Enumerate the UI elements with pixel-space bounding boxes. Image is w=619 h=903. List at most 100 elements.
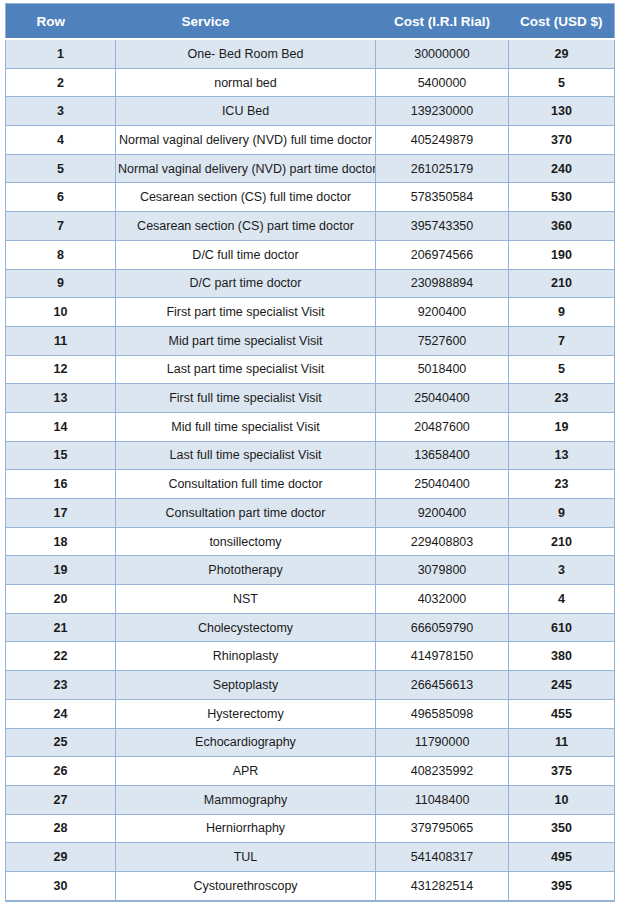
service-cell: Echocardiography bbox=[116, 728, 376, 757]
cost-usd-cell: 11 bbox=[509, 728, 615, 757]
cost-usd-cell: 10 bbox=[509, 785, 615, 814]
cost-rial-cell: 11048400 bbox=[376, 785, 509, 814]
services-cost-table: Row Service Cost (I.R.I Rial) Cost (USD … bbox=[5, 3, 615, 902]
table-row: 28Herniorrhaphy379795065350 bbox=[6, 814, 615, 843]
row-number-cell: 26 bbox=[6, 757, 116, 786]
table-row: 17Consultation part time doctor92004009 bbox=[6, 499, 615, 528]
row-number-cell: 23 bbox=[6, 671, 116, 700]
row-number-cell: 7 bbox=[6, 212, 116, 241]
row-number-cell: 29 bbox=[6, 843, 116, 872]
table-row: 24Hysterectomy496585098455 bbox=[6, 699, 615, 728]
table-row: 1One- Bed Room Bed3000000029 bbox=[6, 39, 615, 68]
cost-rial-cell: 666059790 bbox=[376, 613, 509, 642]
service-cell: tonsillectomy bbox=[116, 527, 376, 556]
cost-rial-cell: 9200400 bbox=[376, 298, 509, 327]
service-cell: Cesarean section (CS) full time doctor bbox=[116, 183, 376, 212]
table-row: 27Mammography1104840010 bbox=[6, 785, 615, 814]
cost-rial-cell: 541408317 bbox=[376, 843, 509, 872]
table-row: 21Cholecystectomy666059790610 bbox=[6, 613, 615, 642]
cost-rial-cell: 266456613 bbox=[376, 671, 509, 700]
table-row: 22Rhinoplasty414978150380 bbox=[6, 642, 615, 671]
row-number-cell: 4 bbox=[6, 126, 116, 155]
row-number-cell: 24 bbox=[6, 699, 116, 728]
service-cell: Cesarean section (CS) part time doctor bbox=[116, 212, 376, 241]
service-cell: Cholecystectomy bbox=[116, 613, 376, 642]
table-row: 25Echocardiography1179000011 bbox=[6, 728, 615, 757]
table-row: 5Normal vaginal delivery (NVD) part time… bbox=[6, 154, 615, 183]
row-number-cell: 5 bbox=[6, 154, 116, 183]
header-row: Row Service Cost (I.R.I Rial) Cost (USD … bbox=[6, 4, 615, 40]
row-number-cell: 15 bbox=[6, 441, 116, 470]
cost-usd-cell: 395 bbox=[509, 871, 615, 900]
cost-usd-cell: 130 bbox=[509, 97, 615, 126]
row-number-cell: 22 bbox=[6, 642, 116, 671]
table-row: 10First part time specialist Visit920040… bbox=[6, 298, 615, 327]
row-number-cell: 17 bbox=[6, 499, 116, 528]
cost-usd-cell: 455 bbox=[509, 699, 615, 728]
table-row: 16Consultation full time doctor250404002… bbox=[6, 470, 615, 499]
cost-usd-cell: 4 bbox=[509, 585, 615, 614]
cost-rial-cell: 414978150 bbox=[376, 642, 509, 671]
row-number-cell: 30 bbox=[6, 871, 116, 900]
row-number-cell: 8 bbox=[6, 240, 116, 269]
row-number-cell: 2 bbox=[6, 68, 116, 97]
column-header-row: Row bbox=[6, 4, 116, 40]
service-cell: ICU Bed bbox=[116, 97, 376, 126]
cost-usd-cell: 7 bbox=[509, 326, 615, 355]
service-cell: Rhinoplasty bbox=[116, 642, 376, 671]
service-cell: Consultation full time doctor bbox=[116, 470, 376, 499]
table-row: 3ICU Bed139230000130 bbox=[6, 97, 615, 126]
service-cell: Normal vaginal delivery (NVD) full time … bbox=[116, 126, 376, 155]
cost-rial-cell: 408235992 bbox=[376, 757, 509, 786]
cost-usd-cell: 210 bbox=[509, 269, 615, 298]
cost-rial-cell: 206974566 bbox=[376, 240, 509, 269]
cost-usd-cell: 9 bbox=[509, 298, 615, 327]
table-row: 26APR408235992375 bbox=[6, 757, 615, 786]
row-number-cell: 11 bbox=[6, 326, 116, 355]
table-row: 18tonsillectomy229408803210 bbox=[6, 527, 615, 556]
cost-rial-cell: 578350584 bbox=[376, 183, 509, 212]
table-row: 30Cystourethroscopy431282514395 bbox=[6, 871, 615, 900]
row-number-cell: 13 bbox=[6, 384, 116, 413]
service-cell: Herniorrhaphy bbox=[116, 814, 376, 843]
cost-rial-cell: 4032000 bbox=[376, 585, 509, 614]
cost-usd-cell: 370 bbox=[509, 126, 615, 155]
service-cell: D/C part time doctor bbox=[116, 269, 376, 298]
cost-usd-cell: 350 bbox=[509, 814, 615, 843]
row-number-cell: 19 bbox=[6, 556, 116, 585]
service-cell: Cystourethroscopy bbox=[116, 871, 376, 900]
cost-rial-cell: 496585098 bbox=[376, 699, 509, 728]
cost-rial-cell: 229408803 bbox=[376, 527, 509, 556]
row-number-cell: 18 bbox=[6, 527, 116, 556]
row-number-cell: 10 bbox=[6, 298, 116, 327]
cost-rial-cell: 431282514 bbox=[376, 871, 509, 900]
cost-rial-cell: 5400000 bbox=[376, 68, 509, 97]
cost-usd-cell: 5 bbox=[509, 68, 615, 97]
cost-rial-cell: 25040400 bbox=[376, 384, 509, 413]
cost-usd-cell: 190 bbox=[509, 240, 615, 269]
service-cell: Normal vaginal delivery (NVD) part time … bbox=[116, 154, 376, 183]
column-header-cost-rial: Cost (I.R.I Rial) bbox=[376, 4, 509, 40]
cost-usd-cell: 5 bbox=[509, 355, 615, 384]
cost-usd-cell: 29 bbox=[509, 39, 615, 68]
cost-rial-cell: 405249879 bbox=[376, 126, 509, 155]
table-row: 2normal bed54000005 bbox=[6, 68, 615, 97]
cost-usd-cell: 19 bbox=[509, 412, 615, 441]
column-header-cost-usd: Cost (USD $) bbox=[509, 4, 615, 40]
cost-usd-cell: 23 bbox=[509, 384, 615, 413]
table-row: 8D/C full time doctor206974566190 bbox=[6, 240, 615, 269]
service-cell: Mid full time specialist Visit bbox=[116, 412, 376, 441]
cost-usd-cell: 380 bbox=[509, 642, 615, 671]
row-number-cell: 25 bbox=[6, 728, 116, 757]
service-cell: Consultation part time doctor bbox=[116, 499, 376, 528]
cost-rial-cell: 5018400 bbox=[376, 355, 509, 384]
service-cell: Mid part time specialist Visit bbox=[116, 326, 376, 355]
table-row: 12Last part time specialist Visit5018400… bbox=[6, 355, 615, 384]
table-row: 14Mid full time specialist Visit20487600… bbox=[6, 412, 615, 441]
service-cell: NST bbox=[116, 585, 376, 614]
cost-rial-cell: 13658400 bbox=[376, 441, 509, 470]
cost-usd-cell: 23 bbox=[509, 470, 615, 499]
cost-usd-cell: 495 bbox=[509, 843, 615, 872]
service-cell: Hysterectomy bbox=[116, 699, 376, 728]
cost-usd-cell: 610 bbox=[509, 613, 615, 642]
